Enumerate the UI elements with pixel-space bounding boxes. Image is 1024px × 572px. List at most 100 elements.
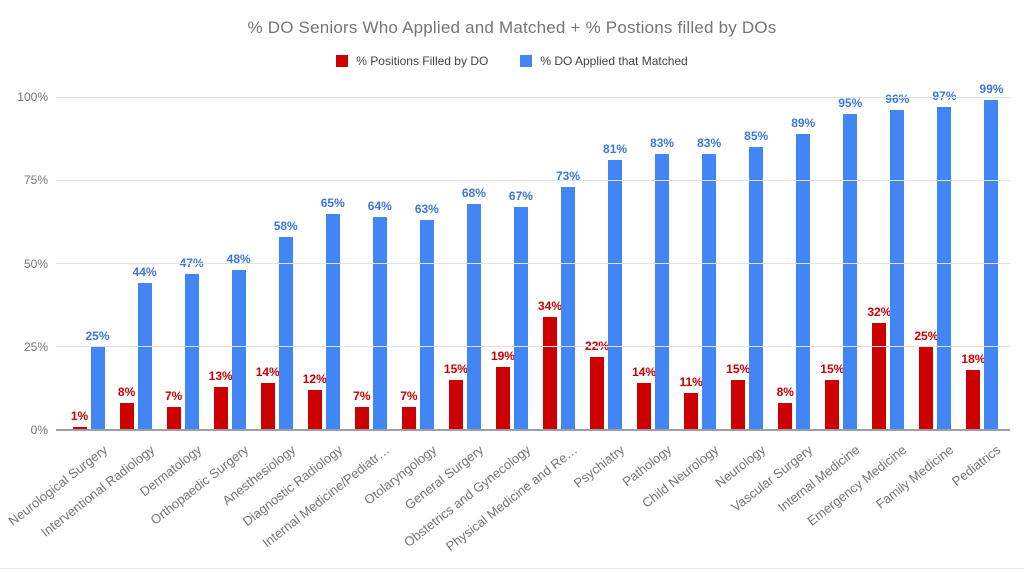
bar-value-label: 85%: [744, 128, 769, 143]
legend-label: % Positions Filled by DO: [356, 54, 489, 68]
bar-positions-filled-by-do: [872, 323, 887, 430]
bar-value-label: 13%: [208, 368, 233, 383]
bar-group: 15% 68%: [441, 97, 488, 430]
bar-group: 32% 96%: [865, 92, 912, 430]
bar-value-label: 97%: [932, 89, 957, 103]
y-axis-tick-label: 50%: [23, 256, 48, 271]
bar-group: 7% 63%: [394, 97, 441, 430]
bar-value-label: 1%: [70, 408, 89, 423]
bar-do-applied-that-matched: [372, 216, 387, 430]
bar-value-label: 22%: [585, 338, 610, 353]
bar-value-label: 63%: [414, 202, 439, 217]
bar-value-label: 83%: [697, 135, 722, 150]
bar-group: 13% 48%: [206, 97, 253, 430]
bar-group: 19% 67%: [488, 97, 535, 430]
bar-value-label: 67%: [508, 188, 533, 203]
y-axis-tick-label: 0%: [30, 423, 48, 437]
bar-value-label: 15%: [443, 362, 468, 377]
gridline: [56, 346, 1010, 348]
bar-value-label: 15%: [726, 362, 751, 377]
legend-item-applied-matched: % DO Applied that Matched: [520, 54, 688, 68]
bar-do-applied-that-matched: [231, 270, 246, 430]
chart-legend: % Positions Filled by DO % DO Applied th…: [0, 54, 1024, 68]
bar-group: 7% 47%: [159, 97, 206, 430]
bar-positions-filled-by-do: [72, 426, 87, 430]
bar-positions-filled-by-do: [966, 370, 981, 430]
gridline: [56, 263, 1010, 264]
bar-positions-filled-by-do: [260, 383, 275, 430]
bar-do-applied-that-matched: [278, 236, 293, 430]
y-axis-tick-label: 100%: [17, 90, 48, 104]
legend-swatch-blue: [520, 55, 533, 67]
bar-group: 22% 81%: [583, 97, 630, 430]
bar-positions-filled-by-do: [401, 406, 416, 430]
bar-group: 18% 99%: [959, 82, 1006, 430]
bar-do-applied-that-matched: [890, 110, 905, 430]
bar-do-applied-that-matched: [513, 206, 528, 430]
bar-value-label: 83%: [650, 135, 675, 150]
bar-do-applied-that-matched: [325, 213, 340, 430]
y-axis-tick-label: 25%: [23, 339, 48, 354]
legend-item-positions-filled: % Positions Filled by DO: [336, 54, 488, 68]
bar-group: 12% 65%: [300, 97, 347, 430]
bar-value-label: 47%: [179, 255, 204, 270]
bar-group: 14% 83%: [630, 97, 677, 430]
y-axis-tick-label: 75%: [23, 173, 48, 188]
chart-title: % DO Seniors Who Applied and Matched + %…: [247, 18, 777, 37]
bar-value-label: 95%: [838, 95, 863, 110]
bar-do-applied-that-matched: [419, 220, 434, 430]
bar-positions-filled-by-do: [590, 356, 605, 430]
bar-value-label: 19%: [490, 348, 515, 363]
bar-group: 34% 73%: [535, 97, 582, 430]
bar-do-applied-that-matched: [560, 186, 575, 430]
bar-group: 25% 97%: [912, 89, 959, 430]
x-axis-baseline: [56, 429, 1010, 431]
bar-positions-filled-by-do: [354, 406, 369, 430]
bar-value-label: 7%: [400, 388, 418, 403]
bar-value-label: 99%: [979, 82, 1004, 97]
bar-do-applied-that-matched: [90, 346, 105, 430]
bar-value-label: 48%: [226, 252, 251, 267]
bottom-divider: [0, 568, 1024, 569]
bar-value-label: 65%: [320, 195, 345, 210]
bar-group: 11% 83%: [677, 97, 724, 430]
bar-do-applied-that-matched: [137, 283, 152, 430]
bar-do-applied-that-matched: [937, 107, 952, 430]
bar-do-applied-that-matched: [184, 273, 199, 430]
bar-group: 8% 44%: [112, 97, 159, 430]
bar-positions-filled-by-do: [778, 403, 793, 430]
bar-value-label: 32%: [867, 305, 892, 320]
bar-positions-filled-by-do: [731, 380, 746, 430]
bar-value-label: 8%: [776, 385, 794, 400]
bar-value-label: 25%: [85, 328, 110, 343]
bar-positions-filled-by-do: [307, 390, 322, 430]
bar-value-label: 58%: [273, 218, 298, 233]
bar-positions-filled-by-do: [637, 383, 652, 430]
bar-value-label: 81%: [603, 142, 628, 157]
bar-positions-filled-by-do: [213, 386, 228, 430]
bar-value-label: 15%: [820, 362, 845, 377]
bar-positions-filled-by-do: [448, 380, 463, 430]
bar-value-label: 73%: [555, 168, 580, 183]
plot-area: 1% 25% 8% 44% 7% 47% 13% 48% 14% 58% 12% 65% 7% 64% 7%…: [17, 82, 1010, 437]
gridline: [56, 179, 1010, 181]
legend-swatch-red: [336, 55, 349, 67]
bar-do-applied-that-matched: [608, 160, 623, 430]
bar-value-label: 68%: [461, 185, 486, 200]
bar-do-applied-that-matched: [702, 153, 717, 430]
legend-label: % DO Applied that Matched: [540, 54, 688, 68]
bar-group: 7% 64%: [347, 97, 394, 430]
bar-value-label: 12%: [302, 372, 327, 387]
gridline: [56, 96, 1010, 98]
x-axis-labels: Neurological Surgery Interventional Radio…: [5, 438, 1010, 558]
bar-value-label: 89%: [791, 115, 816, 130]
bar-do-applied-that-matched: [749, 146, 764, 430]
bar-group: 1% 25%: [65, 97, 112, 430]
bar-positions-filled-by-do: [919, 346, 934, 430]
bar-value-label: 14%: [632, 365, 657, 380]
bar-group: 15% 85%: [724, 97, 771, 430]
bar-positions-filled-by-do: [495, 366, 510, 430]
bars-area: 1% 25% 8% 44% 7% 47% 13% 48% 14% 58% 12% 65% 7% 64% 7%…: [65, 82, 1006, 430]
bar-do-applied-that-matched: [466, 203, 481, 430]
